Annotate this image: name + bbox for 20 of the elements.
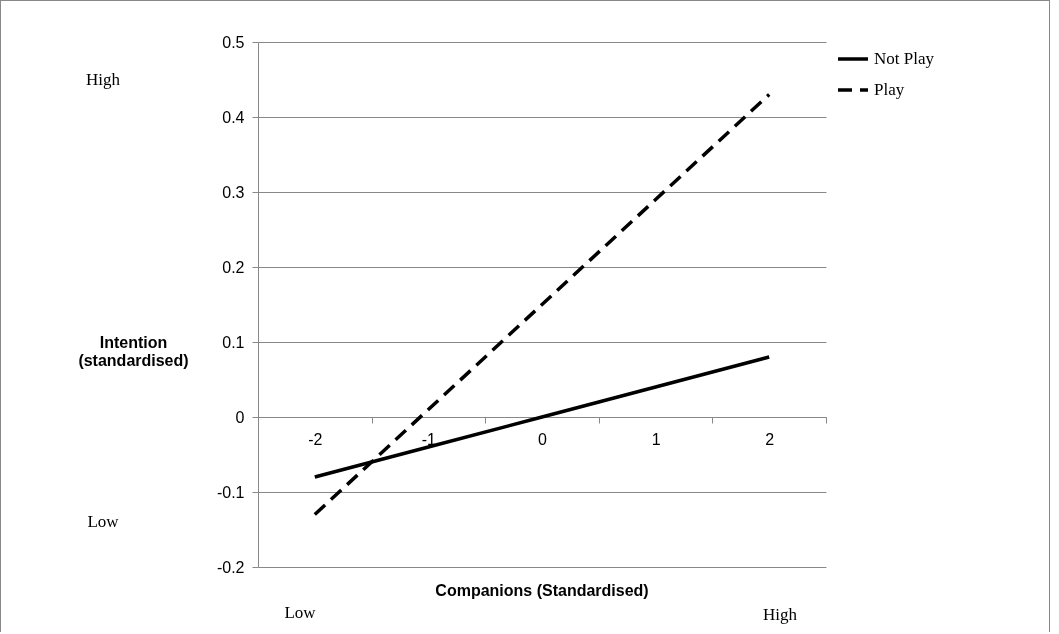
x-axis-title: Companions (Standardised): [435, 582, 649, 599]
legend-label: Not Play: [874, 49, 935, 68]
y-tick-label: -0.1: [216, 483, 245, 501]
legend-label: Play: [874, 80, 905, 99]
x-tick-label: -2: [308, 430, 323, 448]
text: High: [86, 69, 121, 89]
text: High: [763, 605, 798, 624]
y-tick-label: -0.2: [216, 558, 245, 576]
x-tick-label: 2: [765, 430, 775, 448]
text: Low: [87, 512, 120, 531]
y-tick-label: 0.2: [222, 258, 245, 276]
y-tick-label: 0: [235, 408, 245, 426]
y-tick-label: 0.3: [222, 183, 245, 201]
text: Low: [284, 603, 317, 622]
y-axis-title: Intention (standardised): [78, 333, 189, 369]
x-tick-label: 0: [538, 430, 548, 448]
y-tick-label: 0.5: [222, 33, 245, 51]
x-tick-label: 1: [651, 430, 661, 448]
y-tick-label: 0.4: [222, 108, 245, 126]
y-tick-label: 0.1: [222, 333, 245, 351]
